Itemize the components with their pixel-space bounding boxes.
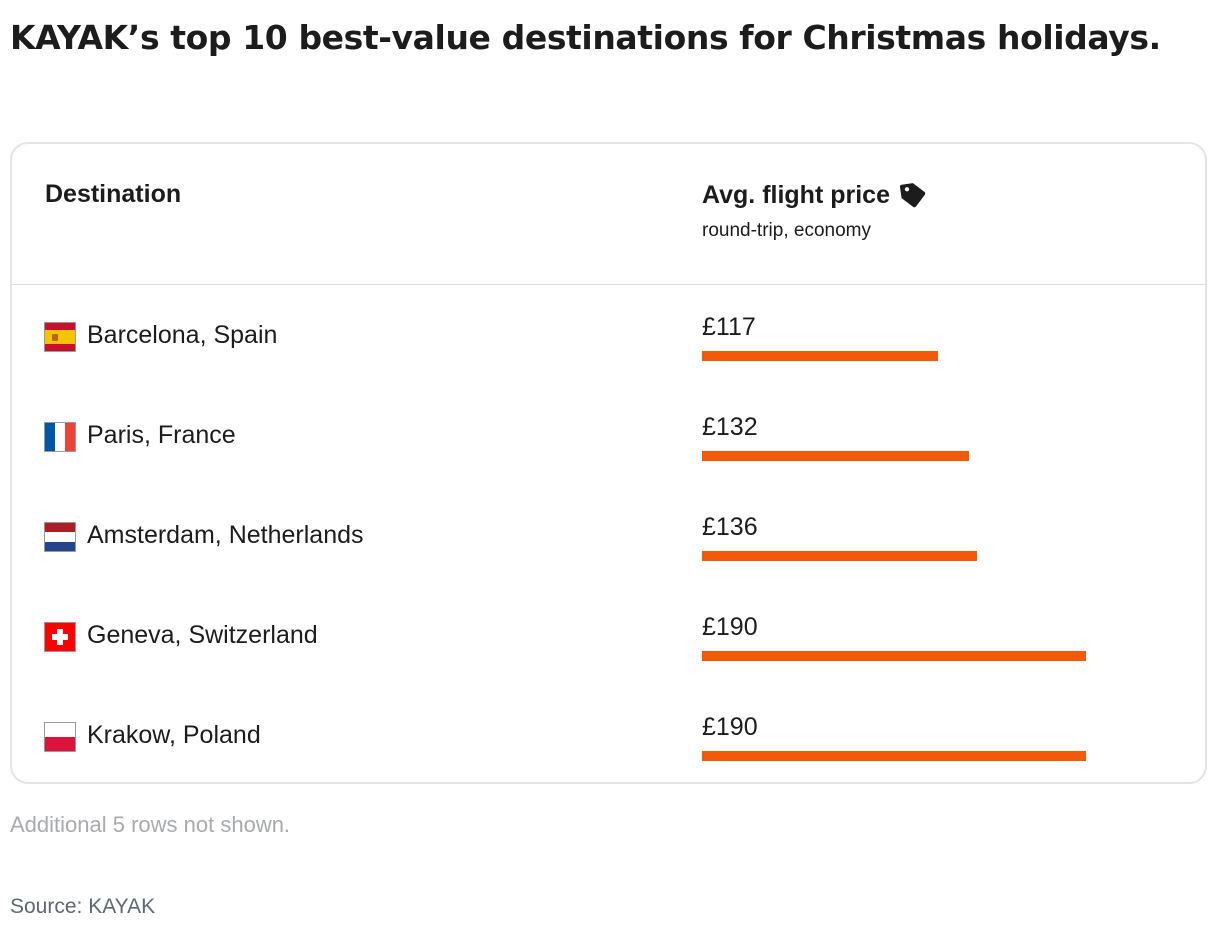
table-row: Geneva, Switzerland £190	[12, 585, 1205, 685]
price-column-title: Avg. flight price	[702, 180, 890, 209]
price-bar	[702, 451, 969, 461]
price-value: £136	[702, 513, 758, 541]
footnote: Additional 5 rows not shown.	[10, 812, 291, 837]
price-column-subtitle: round-trip, economy	[702, 220, 871, 241]
table-row: Krakow, Poland £190	[12, 685, 1205, 785]
switzerland-flag-icon	[44, 622, 76, 652]
table-row: Barcelona, Spain £117	[12, 285, 1205, 385]
poland-flag-icon	[44, 722, 76, 752]
table-header-row: Destination Avg. flight price round-trip…	[12, 144, 1205, 285]
page-title: KAYAK’s top 10 best-value destinations f…	[10, 18, 1161, 57]
spain-flag-icon	[44, 322, 76, 352]
destination-label: Barcelona, Spain	[87, 321, 278, 349]
destination-column-header: Destination	[45, 180, 182, 208]
price-tag-icon	[899, 183, 926, 208]
price-value: £190	[702, 613, 758, 641]
france-flag-icon	[44, 422, 76, 452]
price-value: £117	[702, 313, 756, 341]
price-value: £132	[702, 413, 758, 441]
price-bar	[702, 551, 977, 561]
destination-label: Amsterdam, Netherlands	[87, 521, 364, 549]
table-row: Amsterdam, Netherlands £136	[12, 485, 1205, 585]
netherlands-flag-icon	[44, 522, 76, 552]
destination-label: Geneva, Switzerland	[87, 621, 318, 649]
price-value: £190	[702, 713, 758, 741]
source-note: Source: KAYAK	[10, 895, 156, 918]
table-row: Paris, France £132	[12, 385, 1205, 485]
price-column-header: Avg. flight price round-trip, economy	[702, 180, 928, 242]
table-body: Barcelona, Spain £117 Paris, France £132 Ams…	[12, 285, 1205, 785]
price-bar	[702, 651, 1086, 661]
price-bar	[702, 351, 938, 361]
destination-label: Paris, France	[87, 421, 236, 449]
destinations-table: Destination Avg. flight price round-trip…	[10, 142, 1207, 784]
price-bar	[702, 751, 1086, 761]
destination-label: Krakow, Poland	[87, 721, 261, 749]
